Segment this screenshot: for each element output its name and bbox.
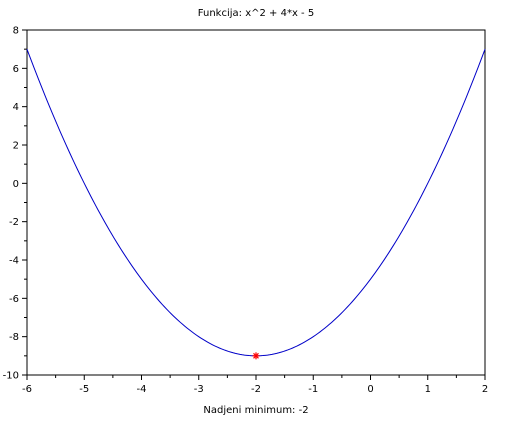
- y-tick-label: 2: [13, 141, 19, 152]
- function-curve: [26, 48, 486, 357]
- chart-title: Funkcija: x^2 + 4*x - 5: [198, 8, 314, 19]
- y-tick-label: 0: [13, 179, 19, 190]
- plot-frame: [26, 29, 486, 376]
- x-tick-label: 2: [482, 384, 488, 395]
- x-tick-label: -5: [79, 384, 89, 395]
- y-tick-label: 8: [13, 26, 19, 37]
- y-tick-label: -4: [9, 256, 19, 267]
- y-axis-ticks: -10 -8 -6 -4 -2 0 2 4 6 8: [3, 26, 27, 382]
- y-tick-label: -10: [3, 371, 19, 382]
- x-tick-label: -6: [22, 384, 32, 395]
- x-tick-label: -2: [251, 384, 261, 395]
- x-tick-label: -4: [137, 384, 147, 395]
- minimum-marker: [252, 352, 260, 360]
- marker-layer: [252, 352, 260, 360]
- x-axis-label: Nadjeni minimum: -2: [203, 405, 308, 416]
- y-tick-label: -2: [9, 217, 19, 228]
- x-tick-label: -1: [308, 384, 318, 395]
- series-layer: [26, 48, 486, 357]
- y-tick-label: 6: [13, 64, 19, 75]
- axes: [26, 29, 486, 376]
- y-tick-label: 4: [13, 102, 19, 113]
- y-tick-label: -8: [9, 332, 19, 343]
- y-tick-label: -6: [9, 294, 19, 305]
- x-axis-ticks: -6 -5 -4 -3 -2 -1 0 1 2: [22, 375, 488, 395]
- x-tick-label: 1: [425, 384, 431, 395]
- x-tick-label: -3: [194, 384, 204, 395]
- x-tick-label: 0: [367, 384, 373, 395]
